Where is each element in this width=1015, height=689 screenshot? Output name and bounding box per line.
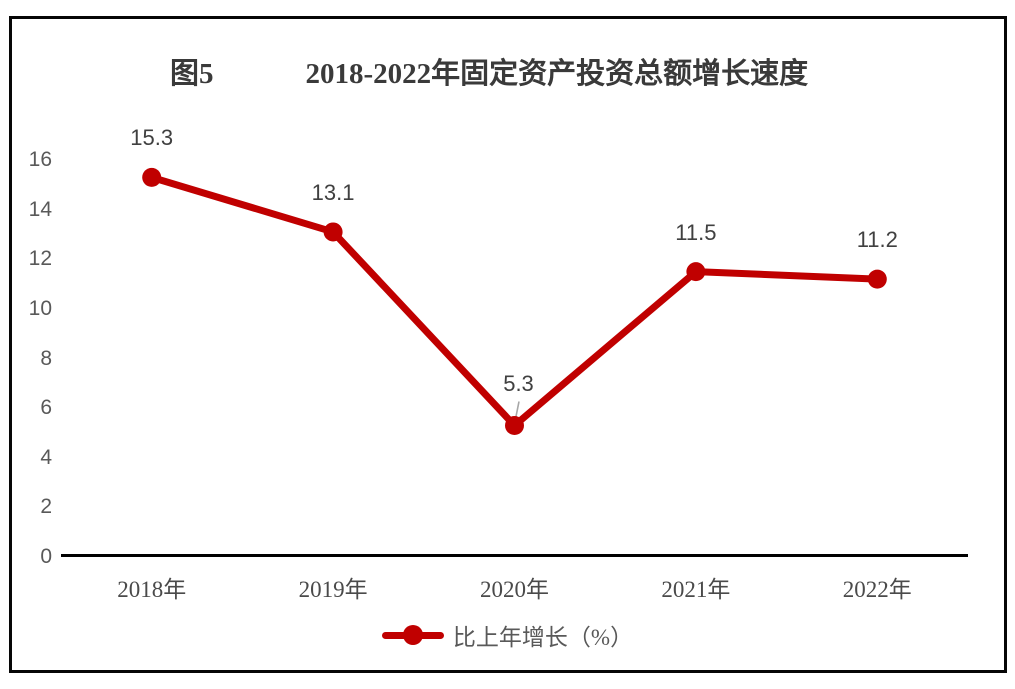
legend-dot-icon (402, 625, 423, 645)
legend-label: 比上年增长（%） (452, 625, 634, 650)
title-text: 2018-2022年固定资产投资总额增长速度 (305, 58, 809, 90)
y-tick-label: 0 (40, 545, 52, 568)
y-tick-label: 16 (28, 148, 52, 171)
y-tick-label: 12 (28, 247, 52, 271)
data-label: 5.3 (503, 371, 534, 397)
data-label: 13.1 (311, 179, 355, 205)
x-axis-line (61, 554, 968, 557)
x-tick-label: 2018年 (117, 577, 187, 602)
y-tick-label: 6 (40, 396, 52, 420)
legend-line-marker-icon (381, 625, 444, 645)
y-tick-label: 2 (40, 495, 52, 519)
x-tick-label: 2022年 (842, 577, 912, 602)
figure-number: 图5 (170, 58, 214, 90)
legend: 比上年增长（%） (0, 618, 1015, 652)
data-label: 15.3 (130, 125, 174, 151)
y-tick-label: 10 (28, 296, 52, 320)
x-tick-label: 2019年 (298, 577, 368, 602)
y-tick-label: 4 (40, 445, 52, 469)
data-label: 11.2 (856, 227, 898, 253)
chart-title: 图5 2018-2022年固定资产投资总额增长速度 (170, 50, 808, 92)
y-tick-label: 8 (40, 346, 52, 370)
y-tick-label: 14 (28, 197, 52, 221)
x-tick-label: 2020年 (480, 577, 549, 602)
data-label: 11.5 (675, 219, 717, 245)
x-tick-label: 2021年 (661, 577, 731, 602)
